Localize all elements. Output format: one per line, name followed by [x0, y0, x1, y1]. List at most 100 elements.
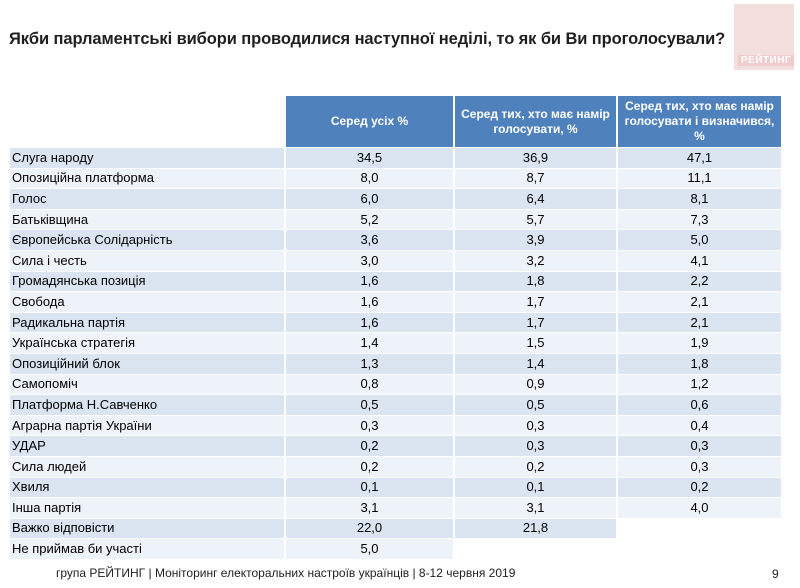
value-cell: 2,1 — [617, 311, 782, 333]
value-cell: 0,5 — [285, 394, 454, 415]
value-cell: 3,1 — [285, 497, 454, 518]
value-cell: 8,1 — [617, 188, 782, 209]
value-cell: 0,9 — [454, 373, 617, 395]
table-row: УДАР 0,2 0,3 0,3 — [9, 435, 782, 456]
value-cell: 11,1 — [617, 167, 782, 189]
value-cell: 2,1 — [617, 291, 782, 312]
value-cell: 8,7 — [454, 167, 617, 189]
value-cell: 1,6 — [285, 311, 454, 333]
value-cell: 5,0 — [617, 229, 782, 250]
value-cell: 2,2 — [617, 270, 782, 292]
party-name-cell: Сила людей — [9, 455, 285, 477]
value-cell: 1,9 — [617, 332, 782, 353]
party-name-cell: Аграрна партія України — [9, 414, 285, 436]
party-name-cell: Інша партія — [9, 497, 285, 518]
value-cell — [617, 517, 782, 539]
value-cell: 3,9 — [454, 229, 617, 250]
party-name-cell: Сила і честь — [9, 249, 285, 271]
value-cell: 1,8 — [454, 270, 617, 292]
table-row: Українська стратегія 1,4 1,5 1,9 — [9, 332, 782, 353]
rating-logo-text: РЕЙТИНГ — [738, 55, 794, 66]
value-cell: 0,1 — [285, 476, 454, 498]
value-cell: 1,3 — [285, 352, 454, 374]
slide-title: Якби парламентські вибори проводилися на… — [9, 30, 726, 48]
value-cell: 0,2 — [285, 455, 454, 477]
value-cell: 7,3 — [617, 208, 782, 230]
value-cell: 6,4 — [454, 188, 617, 209]
table-row: Голос 6,0 6,4 8,1 — [9, 188, 782, 209]
table-row: Платформа Н.Савченко 0,5 0,5 0,6 — [9, 394, 782, 415]
value-cell: 0,3 — [285, 414, 454, 436]
value-cell: 3,1 — [454, 497, 617, 518]
value-cell: 0,3 — [454, 435, 617, 456]
party-name-cell: Самопоміч — [9, 373, 285, 395]
value-cell: 21,8 — [454, 517, 617, 539]
table-row: Сила і честь 3,0 3,2 4,1 — [9, 249, 782, 271]
value-cell: 1,7 — [454, 291, 617, 312]
page-number: 9 — [772, 567, 779, 581]
value-cell: 0,3 — [617, 435, 782, 456]
table-row: Сила людей 0,2 0,2 0,3 — [9, 455, 782, 477]
table-row: Радикальна партія 1,6 1,7 2,1 — [9, 311, 782, 333]
table-row: Інша партія 3,1 3,1 4,0 — [9, 497, 782, 518]
table-row: Не приймав би участі 5,0 — [9, 538, 782, 559]
value-cell: 0,6 — [617, 394, 782, 415]
party-name-cell: Важко відповісти — [9, 517, 285, 539]
table-row: Європейська Солідарність 3,6 3,9 5,0 — [9, 229, 782, 250]
value-cell: 1,8 — [617, 352, 782, 374]
table-row: Батьківщина 5,2 5,7 7,3 — [9, 208, 782, 230]
value-cell: 1,7 — [454, 311, 617, 333]
value-cell: 0,5 — [454, 394, 617, 415]
table-header-row: Серед усіх % Серед тих, хто має намір го… — [9, 96, 782, 147]
footer-text: група РЕЙТИНГ | Моніторинг електоральних… — [56, 566, 516, 580]
party-name-cell: УДАР — [9, 435, 285, 456]
table-row: Важко відповісти 22,0 21,8 — [9, 517, 782, 539]
value-cell: 0,3 — [454, 414, 617, 436]
value-cell: 5,2 — [285, 208, 454, 230]
table-row: Самопоміч 0,8 0,9 1,2 — [9, 373, 782, 395]
value-cell — [454, 538, 617, 559]
party-name-cell: Голос — [9, 188, 285, 209]
value-cell: 1,6 — [285, 291, 454, 312]
value-cell: 1,4 — [454, 352, 617, 374]
value-cell: 8,0 — [285, 167, 454, 189]
party-name-cell: Громадянська позиція — [9, 270, 285, 292]
party-name-cell: Європейська Солідарність — [9, 229, 285, 250]
value-cell: 47,1 — [617, 147, 782, 168]
value-cell: 4,1 — [617, 249, 782, 271]
value-cell: 0,2 — [285, 435, 454, 456]
value-cell: 0,4 — [617, 414, 782, 436]
value-cell: 0,3 — [617, 455, 782, 477]
party-name-cell: Платформа Н.Савченко — [9, 394, 285, 415]
column-header-all: Серед усіх % — [285, 96, 454, 147]
value-cell: 3,6 — [285, 229, 454, 250]
value-cell: 5,7 — [454, 208, 617, 230]
table-row: Хвиля 0,1 0,1 0,2 — [9, 476, 782, 498]
value-cell: 0,1 — [454, 476, 617, 498]
poll-results-table: Серед усіх % Серед тих, хто має намір го… — [9, 96, 782, 559]
party-name-cell: Не приймав би участі — [9, 538, 285, 559]
party-name-cell: Радикальна партія — [9, 311, 285, 333]
table-row: Опозиційна платформа 8,0 8,7 11,1 — [9, 167, 782, 189]
value-cell: 1,5 — [454, 332, 617, 353]
value-cell: 1,4 — [285, 332, 454, 353]
value-cell: 34,5 — [285, 147, 454, 168]
value-cell: 4,0 — [617, 497, 782, 518]
party-name-cell: Свобода — [9, 291, 285, 312]
party-name-cell: Батьківщина — [9, 208, 285, 230]
party-name-cell: Українська стратегія — [9, 332, 285, 353]
value-cell: 3,2 — [454, 249, 617, 271]
value-cell: 0,2 — [617, 476, 782, 498]
value-cell: 0,2 — [454, 455, 617, 477]
column-header-intend-to-vote: Серед тих, хто має намір голосувати, % — [454, 96, 617, 147]
value-cell: 36,9 — [454, 147, 617, 168]
value-cell: 5,0 — [285, 538, 454, 559]
value-cell: 1,2 — [617, 373, 782, 395]
value-cell: 1,6 — [285, 270, 454, 292]
column-header-decided: Серед тих, хто має намір голосувати і ви… — [617, 96, 782, 147]
value-cell — [617, 538, 782, 559]
party-name-cell: Хвиля — [9, 476, 285, 498]
header-blank-cell — [9, 96, 285, 147]
value-cell: 3,0 — [285, 249, 454, 271]
value-cell: 6,0 — [285, 188, 454, 209]
